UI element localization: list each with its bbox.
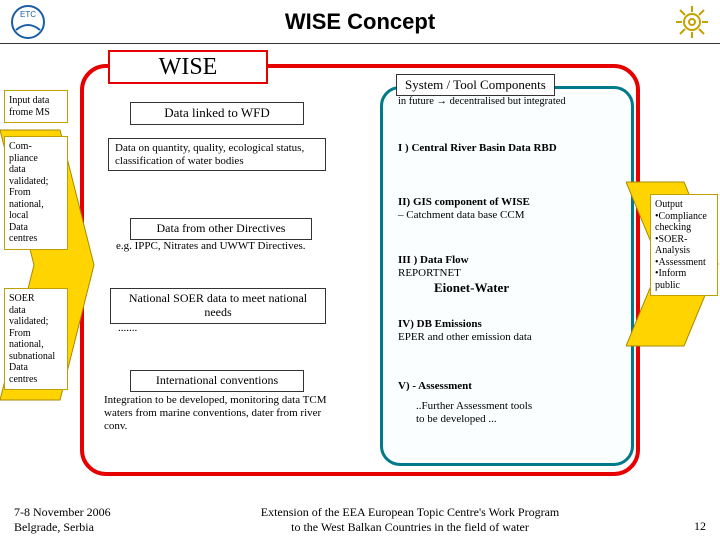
system-label: System / Tool Components <box>396 74 555 96</box>
footer-caption: Extension of the EEA European Topic Cent… <box>154 505 666 534</box>
box-soer-dots: ....... <box>118 322 137 335</box>
item-gis: II) GIS component of WISE – Catchment da… <box>398 196 628 222</box>
system-subnote: in future → decentralised but integrated <box>398 96 566 107</box>
footer: 7-8 November 2006 Belgrade, Serbia Exten… <box>0 505 720 534</box>
item-db: IV) DB Emissions EPER and other emission… <box>398 318 628 344</box>
header-bar: ETC WISE Concept <box>0 0 720 44</box>
diagram-stage: WISE System / Tool Components in future … <box>0 44 720 494</box>
side-soer: SOER data validated; From national, subn… <box>4 288 68 390</box>
footer-page: 12 <box>666 519 706 534</box>
side-output: Output •Compliance checking •SOER- Analy… <box>650 194 718 296</box>
gear-sun-icon <box>674 4 710 40</box>
item-dataflow: III ) Data Flow REPORTNET Eionet-Water <box>398 254 628 297</box>
item-rbd: I ) Central River Basin Data RBD <box>398 142 628 155</box>
side-input: Input data frome MS <box>4 90 68 123</box>
box-conventions-sub: Integration to be developed, monitoring … <box>104 394 334 434</box>
box-wfd: Data linked to WFD <box>130 102 304 125</box>
box-soer: National SOER data to meet national need… <box>110 288 326 324</box>
footer-date: 7-8 November 2006 Belgrade, Serbia <box>14 505 154 534</box>
box-directives: Data from other Directives <box>130 218 312 240</box>
page-title: WISE Concept <box>285 9 435 35</box>
item-assessment-sub: ..Further Assessment tools to be develop… <box>416 400 626 426</box>
wise-banner: WISE <box>108 50 268 84</box>
box-conventions: International conventions <box>130 370 304 392</box>
svg-text:ETC: ETC <box>20 10 36 19</box>
item-assessment: V) - Assessment <box>398 380 628 393</box>
side-compliance: Com- pliance data validated; From nation… <box>4 136 68 250</box>
box-quantity: Data on quantity, quality, ecological st… <box>108 138 326 171</box>
box-directives-sub: e.g. IPPC, Nitrates and UWWT Directives. <box>116 240 326 253</box>
etc-logo-icon: ETC <box>10 4 46 40</box>
